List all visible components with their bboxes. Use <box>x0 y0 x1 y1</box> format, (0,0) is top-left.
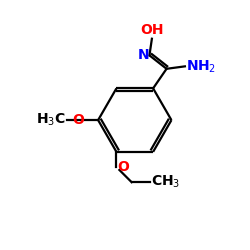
Text: NH$_2$: NH$_2$ <box>186 58 216 74</box>
Text: H$_3$C: H$_3$C <box>36 112 66 128</box>
Text: CH$_3$: CH$_3$ <box>151 174 180 190</box>
Text: O: O <box>72 113 84 127</box>
Text: N: N <box>137 48 149 62</box>
Text: OH: OH <box>140 23 164 37</box>
Text: O: O <box>118 160 130 174</box>
